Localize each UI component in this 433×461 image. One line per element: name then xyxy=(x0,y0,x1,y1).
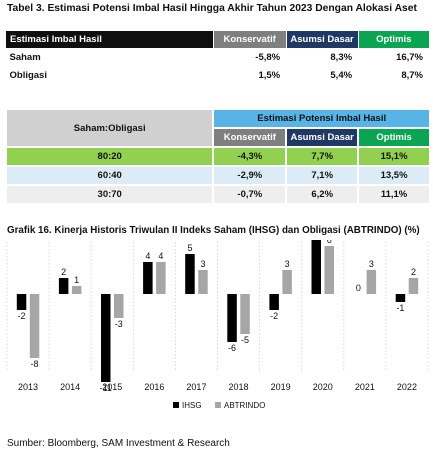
cell-value: 5,4% xyxy=(330,69,353,81)
x-tick-label-2022: 2022 xyxy=(397,382,417,392)
return-estimate-table: Estimasi Imbal Hasil Konservatif Asumsi … xyxy=(5,31,429,84)
data-label-ihsg-2016: 4 xyxy=(145,251,150,261)
cell-value: 8,7% xyxy=(401,69,423,81)
bar-ihsg-2015 xyxy=(101,294,111,382)
table-row: 30:70 -0,7% 6,2% 11,1% xyxy=(4,185,429,205)
row-label: 30:70 xyxy=(4,185,214,205)
bar-abtrindo-2017 xyxy=(198,270,208,294)
allocation-table: Saham:Obligasi Estimasi Potensi Imbal Ha… xyxy=(4,110,429,205)
cell-value: 8,3% xyxy=(330,51,353,63)
table-row: Saham -5,8% 8,3% 16,7% xyxy=(6,48,430,66)
row-label: 80:20 xyxy=(4,147,214,167)
x-tick-label-2015: 2015 xyxy=(102,382,122,392)
data-label-abtrindo-2020: 6 xyxy=(327,240,332,245)
data-label-abtrindo-2017: 3 xyxy=(200,259,205,269)
table1-header-row: Estimasi Imbal Hasil Konservatif Asumsi … xyxy=(5,31,429,48)
data-label-abtrindo-2015: -3 xyxy=(115,319,123,329)
cell-value: -0,7% xyxy=(212,185,287,205)
table2-header-konservatif: Konservatif xyxy=(212,128,287,148)
data-label-abtrindo-2014: 1 xyxy=(74,275,79,285)
bar-ihsg-2014 xyxy=(58,278,69,294)
data-label-ihsg-2019: -2 xyxy=(270,311,278,321)
x-tick-label-2016: 2016 xyxy=(144,382,164,392)
x-tick-label-2021: 2021 xyxy=(355,382,375,392)
bar-abtrindo-2018 xyxy=(240,294,250,334)
x-tick-label-2018: 2018 xyxy=(229,382,249,392)
bar-abtrindo-2016 xyxy=(156,262,166,294)
bar-ihsg-2018 xyxy=(227,294,237,342)
table2-header-asumsi-dasar: Asumsi Dasar xyxy=(285,128,359,148)
legend-label-ihsg: IHSG xyxy=(182,401,202,410)
bar-abtrindo-2014 xyxy=(71,286,82,294)
bar-abtrindo-2015 xyxy=(114,294,124,318)
bar-ihsg-2022 xyxy=(395,294,406,302)
data-label-ihsg-2015: -11 xyxy=(100,383,112,393)
row-label: Obligasi xyxy=(9,69,47,81)
legend-swatch-abtrindo xyxy=(215,402,221,408)
data-label-ihsg-2017: 5 xyxy=(187,243,192,253)
cell-value: -4,3% xyxy=(212,147,287,167)
bar-abtrindo-2019 xyxy=(282,270,292,294)
bar-ihsg-2019 xyxy=(269,294,279,310)
data-label-abtrindo-2019: 3 xyxy=(285,259,290,269)
cell-value: 7,7% xyxy=(285,147,359,167)
data-label-ihsg-2013: -2 xyxy=(18,311,26,321)
data-label-abtrindo-2013: -8 xyxy=(31,359,39,369)
row-label: 60:40 xyxy=(4,166,214,186)
data-label-ihsg-2014: 2 xyxy=(61,267,66,277)
table2-header-row: Konservatif Asumsi Dasar Optimis xyxy=(6,128,429,148)
table-row: 60:40 -2,9% 7,1% 13,5% xyxy=(4,166,429,186)
bar-abtrindo-2022 xyxy=(408,278,419,294)
table2-header-optimis: Optimis xyxy=(357,128,429,148)
row-label: Saham xyxy=(9,51,41,63)
source-note: Sumber: Bloomberg, SAM Investment & Rese… xyxy=(7,438,230,449)
cell-value: 11,1% xyxy=(357,185,429,205)
data-label-abtrindo-2022: 2 xyxy=(411,267,416,277)
table1-header-optimis: Optimis xyxy=(357,31,429,48)
bar-abtrindo-2021 xyxy=(366,270,377,294)
table2-group-header: Estimasi Potensi Imbal Hasil xyxy=(212,110,429,129)
chart-title: Grafik 16. Kinerja Historis Triwulan II … xyxy=(7,225,420,236)
table1-header-label: Estimasi Imbal Hasil xyxy=(5,31,214,48)
table-row: 80:20 -4,3% 7,7% 15,1% xyxy=(4,147,429,167)
x-tick-label-2013: 2013 xyxy=(18,382,38,392)
cell-value: 1,5% xyxy=(258,69,281,81)
table1-header-konservatif: Konservatif xyxy=(212,31,287,48)
table2-row-header: Saham:Obligasi xyxy=(4,110,214,148)
table1-title: Tabel 3. Estimasi Potensi Imbal Hasil Hi… xyxy=(7,3,417,14)
bar-ihsg-2017 xyxy=(185,254,195,294)
cell-value: 7,1% xyxy=(285,166,359,186)
legend-swatch-ihsg xyxy=(173,402,179,408)
data-label-abtrindo-2018: -5 xyxy=(241,335,249,345)
cell-value: 6,2% xyxy=(285,185,359,205)
bar-ihsg-2013 xyxy=(16,294,27,310)
table1-header-asumsi-dasar: Asumsi Dasar xyxy=(285,31,359,48)
table2-group-row: Saham:Obligasi Estimasi Potensi Imbal Ha… xyxy=(4,110,429,148)
bar-ihsg-2016 xyxy=(143,262,153,294)
table-row: Obligasi 1,5% 5,4% 8,7% xyxy=(6,66,430,84)
cell-value: 15,1% xyxy=(357,147,429,167)
bar-abtrindo-2013 xyxy=(29,294,40,358)
data-label-abtrindo-2016: 4 xyxy=(158,251,163,261)
x-tick-label-2014: 2014 xyxy=(60,382,80,392)
bar-ihsg-2020 xyxy=(311,240,321,294)
bar-abtrindo-2020 xyxy=(324,246,334,294)
legend-label-abtrindo: ABTRINDO xyxy=(224,401,265,410)
x-tick-label-2017: 2017 xyxy=(186,382,206,392)
data-label-abtrindo-2021: 3 xyxy=(369,259,374,269)
x-tick-label-2020: 2020 xyxy=(313,382,333,392)
cell-value: -5,8% xyxy=(255,51,281,63)
x-tick-label-2019: 2019 xyxy=(271,382,291,392)
cell-value: -2,9% xyxy=(212,166,287,186)
data-label-ihsg-2021: 0 xyxy=(356,283,361,293)
data-label-ihsg-2022: -1 xyxy=(396,303,404,313)
cell-value: 13,5% xyxy=(357,166,429,186)
cell-value: 16,7% xyxy=(396,51,423,63)
data-label-ihsg-2018: -6 xyxy=(228,343,236,353)
